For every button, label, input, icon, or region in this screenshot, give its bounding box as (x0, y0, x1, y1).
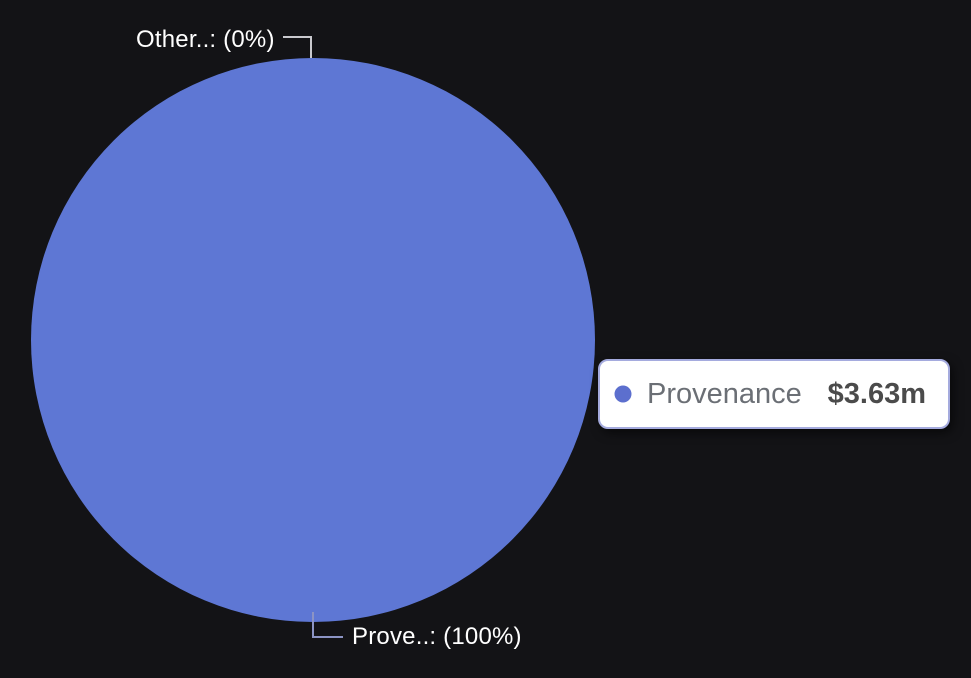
connector-line-provenance (312, 612, 343, 638)
tooltip-series-name: Provenance (647, 377, 802, 410)
data-label-other: Other..: (0%) (136, 26, 275, 53)
tooltip: Provenance $3.63m (598, 359, 950, 429)
tooltip-value: $3.63m (827, 377, 926, 410)
pie-slice-provenance[interactable] (31, 58, 595, 622)
legend-marker-icon (614, 385, 632, 403)
connector-line-other (283, 36, 312, 58)
data-label-provenance: Prove..: (100%) (352, 623, 522, 650)
